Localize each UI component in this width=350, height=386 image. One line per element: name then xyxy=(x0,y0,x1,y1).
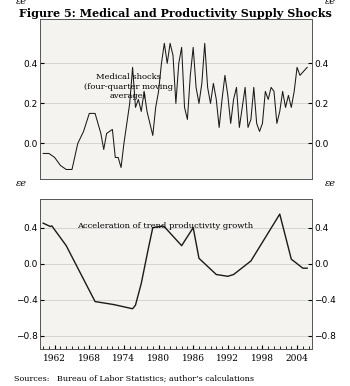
Text: Sources:   Bureau of Labor Statistics; author’s calculations: Sources: Bureau of Labor Statistics; aut… xyxy=(14,375,254,383)
Text: Medical shocks
(four-quarter moving
average): Medical shocks (four-quarter moving aver… xyxy=(84,73,173,100)
Text: εe: εe xyxy=(325,0,336,7)
Text: εe: εe xyxy=(16,179,27,188)
Text: εe: εe xyxy=(325,179,336,188)
Text: εe: εe xyxy=(16,0,27,7)
Text: Figure 5: Medical and Productivity Supply Shocks: Figure 5: Medical and Productivity Suppl… xyxy=(19,8,331,19)
Text: Acceleration of trend productivity growth: Acceleration of trend productivity growt… xyxy=(77,222,253,230)
